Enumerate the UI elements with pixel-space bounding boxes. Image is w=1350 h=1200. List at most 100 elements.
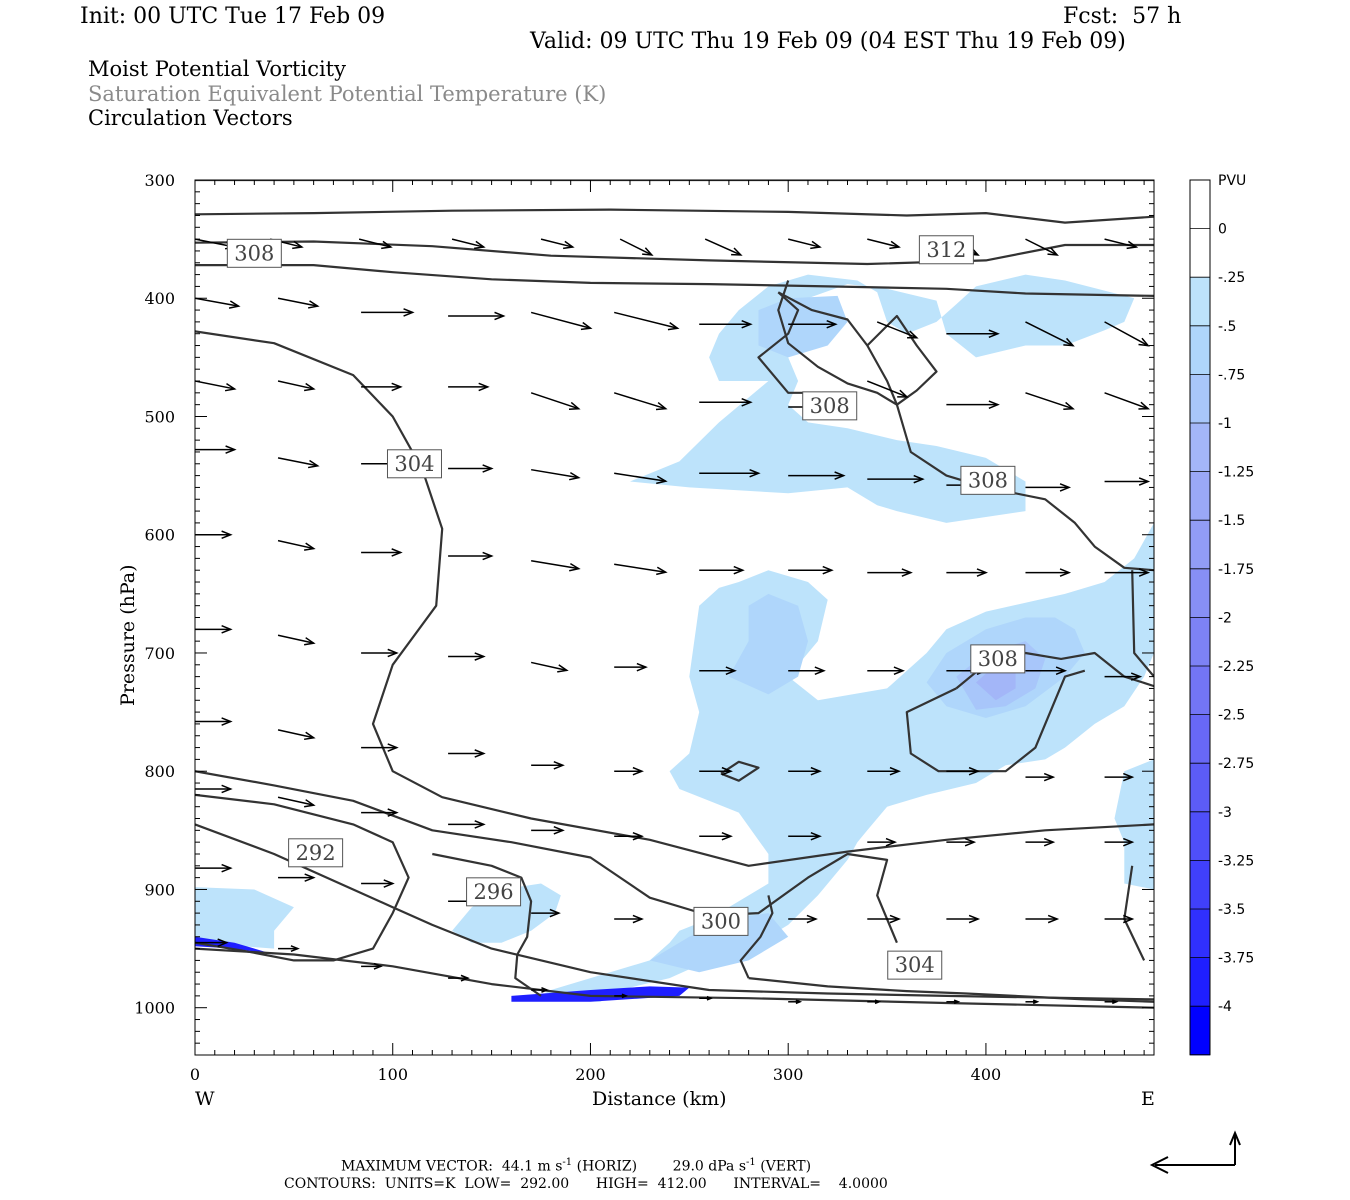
wind-vector <box>1104 477 1151 486</box>
contour-line <box>777 280 1154 572</box>
wind-vector <box>531 560 581 572</box>
x-tick-label: 400 <box>971 1065 1002 1084</box>
wind-vector <box>361 548 403 557</box>
wind-vector <box>613 392 668 411</box>
wind-vector <box>619 238 654 256</box>
wind-vector <box>867 568 913 577</box>
wind-vector <box>1104 772 1135 782</box>
wind-vector <box>614 472 668 485</box>
wind-vector <box>699 666 737 676</box>
wind-vector <box>699 468 761 478</box>
contour-line <box>432 852 542 997</box>
wind-vector <box>1025 837 1056 847</box>
contour-line <box>195 208 1154 224</box>
wind-vector <box>867 837 898 847</box>
svg-text:308: 308 <box>234 241 274 265</box>
colorbar-label: -1.5 <box>1218 513 1245 529</box>
wind-vector <box>277 457 320 469</box>
wind-vector <box>361 382 403 392</box>
colorbar-swatch <box>1190 1006 1210 1056</box>
max-vector-line: MAXIMUM VECTOR: 44.1 m s-1 (HORIZ) 29.0 … <box>341 1157 811 1175</box>
contour-line <box>1131 570 1154 678</box>
wind-vector <box>277 729 316 741</box>
y-tick-label: 500 <box>144 407 175 426</box>
wind-vector <box>699 766 733 776</box>
wind-vector <box>277 634 316 646</box>
svg-text:300: 300 <box>701 909 741 933</box>
contour-line <box>866 314 938 406</box>
wind-vector <box>1104 999 1119 1005</box>
colorbar-swatch <box>1190 909 1210 959</box>
colorbar-label: -3.75 <box>1218 951 1254 967</box>
colorbar-swatch <box>1190 325 1210 375</box>
wind-vector <box>946 400 1000 409</box>
wind-vector <box>195 297 241 309</box>
colorbar-label: -4 <box>1218 999 1232 1015</box>
wind-vector <box>614 311 680 331</box>
colorbar-label: -.5 <box>1218 319 1236 335</box>
wind-vector <box>361 308 415 317</box>
x-tick-label: 300 <box>773 1065 804 1084</box>
colorbar-swatch <box>1190 568 1210 618</box>
wind-vector <box>614 662 648 672</box>
colorbar-label: -2 <box>1218 610 1232 626</box>
field-title-vectors: Circulation Vectors <box>88 106 293 130</box>
colorbar-label: -1.25 <box>1218 465 1254 481</box>
wind-vector <box>946 999 961 1005</box>
wind-vector <box>530 661 569 673</box>
circulation-vectors <box>195 238 1151 1005</box>
field-title-mpv: Moist Potential Vorticity <box>88 57 346 81</box>
wind-vector <box>699 831 733 841</box>
wind-vector <box>361 743 399 752</box>
wind-vector <box>1025 999 1040 1005</box>
wind-vector <box>946 329 1000 339</box>
colorbar-swatch <box>1190 471 1210 521</box>
x-tick-label: 200 <box>575 1065 606 1084</box>
wind-vector <box>699 398 753 407</box>
horiz-label: (HORIZ) <box>576 1158 638 1175</box>
wind-vector <box>530 392 581 410</box>
wind-vector <box>277 539 316 551</box>
wind-vector <box>867 380 909 398</box>
colorbar-swatch <box>1190 811 1210 861</box>
wind-vector <box>195 938 229 947</box>
wind-vector <box>195 863 233 873</box>
pv-region <box>195 936 275 955</box>
vert-label: (VERT) <box>760 1158 812 1175</box>
pv-region <box>452 883 561 943</box>
wind-vector <box>699 995 714 1001</box>
x-tick-label: 100 <box>377 1065 408 1084</box>
svg-text:308: 308 <box>968 468 1008 492</box>
wind-vector <box>448 382 490 392</box>
wind-vector <box>361 879 395 888</box>
colorbar-swatch <box>1190 423 1210 473</box>
wind-vector <box>531 987 550 993</box>
colorbar-label: -2.25 <box>1218 659 1254 675</box>
colorbar-unit: PVU <box>1218 173 1246 189</box>
east-label: E <box>1141 1088 1155 1110</box>
wind-vector <box>614 766 644 776</box>
contour-line <box>195 793 410 962</box>
colorbar-swatch <box>1190 520 1210 570</box>
wind-vector <box>614 914 644 924</box>
contour-label: 308 <box>802 391 858 421</box>
reference-vector-icon <box>1149 1130 1241 1174</box>
wind-vector <box>788 565 834 575</box>
exp-horiz: -1 <box>562 1157 573 1168</box>
wind-vector <box>1104 914 1135 924</box>
wind-vector <box>358 238 393 250</box>
wind-vector <box>788 471 846 480</box>
colorbar-swatch <box>1190 666 1210 716</box>
wind-vector <box>448 551 494 561</box>
wind-vector <box>946 568 989 577</box>
colorbar-swatch <box>1190 957 1210 1007</box>
wind-vector <box>277 380 316 392</box>
wind-vector <box>195 717 233 726</box>
max-vector-horiz: MAXIMUM VECTOR: 44.1 m s <box>341 1158 563 1175</box>
wind-vector <box>1104 672 1143 681</box>
contour-line <box>195 770 898 944</box>
wind-vector <box>448 464 494 473</box>
wind-vector <box>277 796 316 808</box>
colorbar-swatch <box>1190 763 1210 813</box>
